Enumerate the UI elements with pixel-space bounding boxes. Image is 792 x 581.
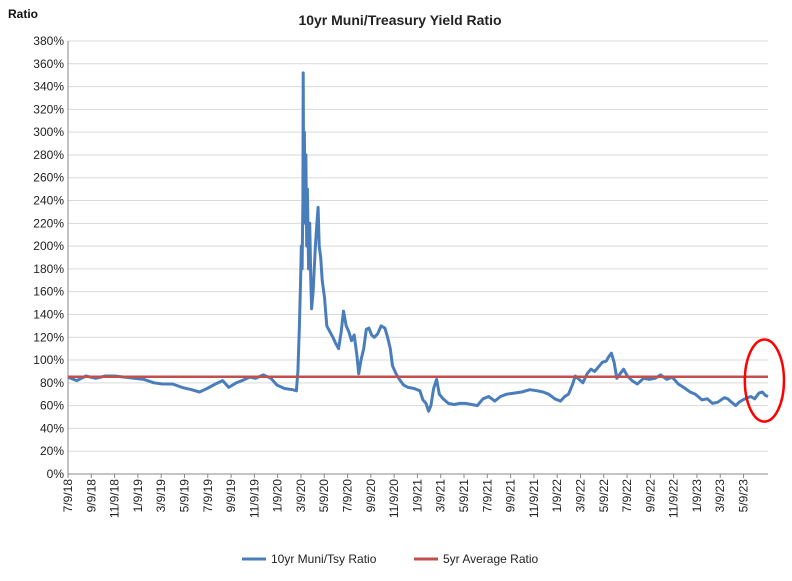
y-tick-label: 340%	[33, 80, 64, 94]
y-tick-label: 300%	[33, 125, 64, 139]
y-tick-label: 360%	[33, 57, 64, 71]
x-tick-label: 3/9/22	[573, 479, 587, 513]
x-tick-label: 11/9/18	[108, 479, 122, 518]
x-tick-label: 1/9/19	[131, 479, 145, 513]
y-tick-labels: 0% 20% 40% 60% 80% 100% 120% 140% 160% 180% 200% 22…	[33, 34, 64, 481]
y-tick-label: 0%	[47, 467, 65, 481]
x-tick-labels: 7/9/18 9/9/18 11/9/18 1/9/19 3/9/19 5/9/19 7/9…	[61, 479, 751, 518]
x-tick-label: 1/9/23	[690, 479, 704, 513]
grid-lines	[67, 40, 768, 478]
x-tick-label: 3/9/21	[434, 479, 448, 513]
x-tick-label: 11/9/21	[527, 479, 541, 518]
x-tick-label: 5/9/21	[457, 479, 471, 513]
x-tick-label: 5/9/23	[737, 479, 751, 513]
x-tick-label: 5/9/20	[317, 479, 331, 513]
x-tick-label: 3/9/23	[713, 479, 727, 513]
x-tick-label: 9/9/18	[84, 479, 98, 513]
chart-title: 10yr Muni/Treasury Yield Ratio	[298, 12, 501, 28]
y-tick-label: 240%	[33, 194, 64, 208]
y-tick-label: 180%	[33, 262, 64, 276]
y-tick-label: 160%	[33, 285, 64, 299]
series-layer	[67, 71, 769, 413]
x-tick-label: 11/9/20	[387, 479, 401, 518]
x-tick-label: 9/9/20	[364, 479, 378, 513]
x-tick-label: 1/9/20	[271, 479, 285, 513]
legend: 10yr Muni/Tsy Ratio 5yr Average Ratio	[242, 552, 538, 566]
annotation-layer	[743, 338, 786, 423]
y-tick-label: 60%	[40, 399, 64, 413]
y-axis-title: Ratio	[8, 7, 38, 21]
y-tick-label: 100%	[33, 353, 64, 367]
y-tick-label: 20%	[40, 444, 64, 458]
x-tick-label: 5/9/22	[597, 479, 611, 513]
x-tick-label: 7/9/21	[480, 479, 494, 513]
y-tick-label: 260%	[33, 171, 64, 185]
x-tick-label: 3/9/20	[294, 479, 308, 513]
x-tick-label: 9/9/21	[504, 479, 518, 513]
y-tick-label: 200%	[33, 239, 64, 253]
x-tick-label: 7/9/18	[61, 479, 75, 513]
y-tick-label: 80%	[40, 376, 64, 390]
y-tick-label: 140%	[33, 307, 64, 321]
x-tick-label: 3/9/19	[154, 479, 168, 513]
x-tick-label: 7/9/20	[341, 479, 355, 513]
legend-label: 10yr Muni/Tsy Ratio	[271, 552, 377, 566]
legend-label: 5yr Average Ratio	[443, 552, 538, 566]
x-tick-label: 5/9/19	[177, 479, 191, 513]
x-tick-label: 11/9/19	[247, 479, 261, 518]
x-tick-label: 1/9/21	[410, 479, 424, 513]
x-tick-label: 7/9/22	[620, 479, 634, 513]
y-tick-label: 220%	[33, 216, 64, 230]
x-tick-label: 11/9/22	[667, 479, 681, 518]
y-tick-label: 40%	[40, 421, 64, 435]
highlight-ellipse	[743, 338, 786, 423]
y-tick-label: 380%	[33, 34, 64, 48]
x-tick-label: 1/9/22	[550, 479, 564, 513]
y-tick-label: 320%	[33, 102, 64, 116]
x-tick-label: 9/9/19	[224, 479, 238, 513]
y-tick-label: 120%	[33, 330, 64, 344]
x-tick-label: 7/9/19	[201, 479, 215, 513]
x-tick-label: 9/9/22	[643, 479, 657, 513]
y-tick-label: 280%	[33, 148, 64, 162]
